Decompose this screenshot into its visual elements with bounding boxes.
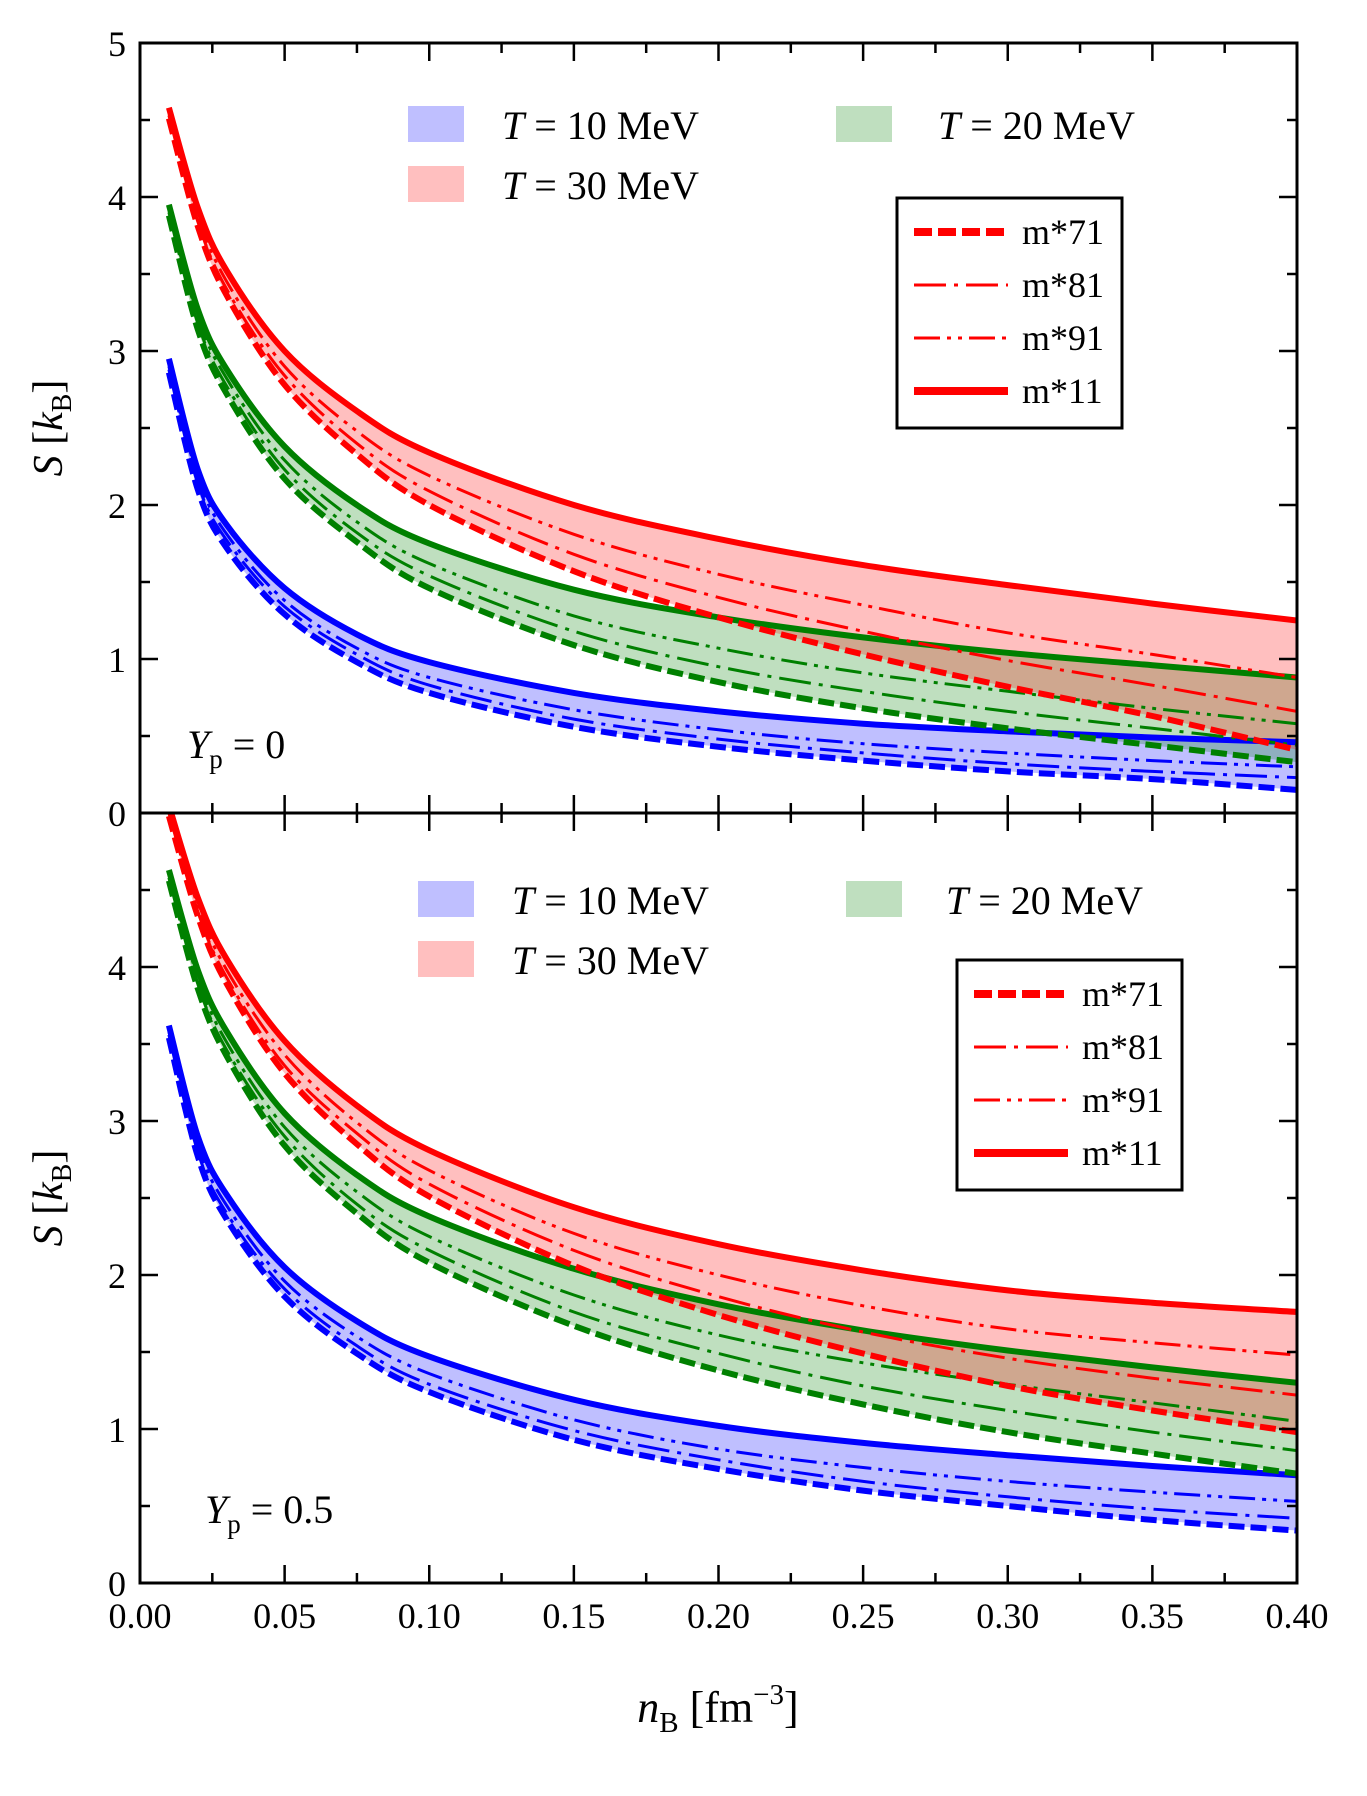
legend-label-t30: T = 30 MeV <box>512 938 709 983</box>
series-line-20mev-m71 <box>166 880 1297 1477</box>
x-tick-label: 0.10 <box>398 1596 461 1636</box>
y-tick-label: 4 <box>108 178 126 218</box>
top-line-legend: m*71 m*81 m*91 m*11 <box>895 196 1124 430</box>
legend-swatch-t10 <box>418 881 474 917</box>
legend-label-m81: m*81 <box>1022 265 1104 305</box>
series-line-20mev-m81 <box>167 212 1297 747</box>
y-tick-label: 0 <box>108 794 126 834</box>
x-tick-label: 0.20 <box>687 1596 750 1636</box>
series-line-10mev-m91 <box>167 1031 1297 1503</box>
y-tick-label: 1 <box>108 1410 126 1450</box>
x-tick-label: 0.35 <box>1121 1596 1184 1636</box>
legend-label-m71: m*71 <box>1082 974 1164 1014</box>
series-line-30mev-m71 <box>166 117 1297 753</box>
series-line-30mev-m71 <box>166 815 1297 1436</box>
y-tick-label: 4 <box>108 948 126 988</box>
series-line-30mev-m91 <box>167 111 1297 679</box>
x-tick-label: 0.40 <box>1266 1596 1329 1636</box>
x-tick-label: 0.30 <box>976 1596 1039 1636</box>
y-tick-label: 0 <box>108 1564 126 1604</box>
legend-swatch-t10 <box>408 106 464 142</box>
x-tick-label: 0.00 <box>109 1596 172 1636</box>
series-line-10mev-m11 <box>165 1024 1297 1479</box>
x-tick-label: 0.15 <box>542 1596 605 1636</box>
legend-swatch-t20 <box>836 106 892 142</box>
series-line-20mev-m11 <box>166 869 1297 1386</box>
bottom-panel-frame <box>138 811 1299 1585</box>
series-line-20mev-m71 <box>165 214 1297 766</box>
top-panel: 0 1 2 3 4 5 Yp = 0 S [kB] T = 10 MeV T = 20 M… <box>26 24 1299 834</box>
y-tick-label: 5 <box>108 24 126 64</box>
series-line-10mev-m71 <box>165 371 1297 793</box>
x-tick-label: 0.05 <box>253 1596 316 1636</box>
band-30mev <box>168 107 1297 750</box>
top-band-legend: T = 10 MeV T = 20 MeV T = 30 MeV <box>408 103 1135 208</box>
bottom-annotation: Yp = 0.5 <box>205 1487 333 1539</box>
series-line-20mev-m11 <box>166 203 1297 681</box>
series-line-10mev-m71 <box>165 1037 1297 1534</box>
legend-swatch-t20 <box>846 881 902 917</box>
legend-label-t20: T = 20 MeV <box>938 103 1135 148</box>
series-line-20mev-m91 <box>167 874 1297 1423</box>
series-line-10mev-m11 <box>165 357 1297 746</box>
legend-label-m71: m*71 <box>1022 212 1104 252</box>
legend-swatch-t30 <box>408 166 464 202</box>
bottom-line-legend: m*71 m*81 m*91 m*11 <box>955 958 1184 1192</box>
y-tick-label: 2 <box>108 1256 126 1296</box>
legend-label-m91: m*91 <box>1082 1080 1164 1120</box>
top-annotation: Yp = 0 <box>187 722 285 774</box>
x-tick-label: 0.25 <box>832 1596 895 1636</box>
bottom-y-axis-label: S [kB] <box>26 1150 78 1247</box>
y-tick-label: 3 <box>108 1102 126 1142</box>
bottom-panel: 0 1 2 3 4 Yp = 0.5 S [kB] T = 10 MeV T = 20 … <box>26 811 1299 1604</box>
series-line-10mev-m81 <box>167 1034 1297 1520</box>
y-tick-label: 1 <box>108 640 126 680</box>
legend-label-m91: m*91 <box>1022 318 1104 358</box>
legend-label-t30: T = 30 MeV <box>502 163 699 208</box>
series-line-30mev-m81 <box>167 813 1297 1397</box>
legend-label-m81: m*81 <box>1082 1027 1164 1067</box>
series-line-30mev-m11 <box>168 813 1297 1315</box>
legend-swatch-t30 <box>418 941 474 977</box>
series-line-30mev-m91 <box>168 813 1297 1357</box>
series-line-20mev-m91 <box>167 208 1297 726</box>
series-line-30mev-m11 <box>166 106 1297 624</box>
legend-label-t10: T = 10 MeV <box>512 878 709 923</box>
legend-label-t20: T = 20 MeV <box>946 878 1143 923</box>
y-tick-label: 2 <box>108 486 126 526</box>
series-line-10mev-m81 <box>167 369 1297 780</box>
series-line-10mev-m91 <box>167 366 1297 769</box>
top-y-axis-label: S [kB] <box>26 380 78 477</box>
legend-label-m11: m*11 <box>1082 1133 1163 1173</box>
legend-label-m11: m*11 <box>1022 371 1103 411</box>
bottom-band-legend: T = 10 MeV T = 20 MeV T = 30 MeV <box>418 878 1143 983</box>
x-axis-label: nB [fm−3] <box>637 1679 798 1739</box>
legend-label-t10: T = 10 MeV <box>502 103 699 148</box>
y-tick-label: 3 <box>108 332 126 372</box>
